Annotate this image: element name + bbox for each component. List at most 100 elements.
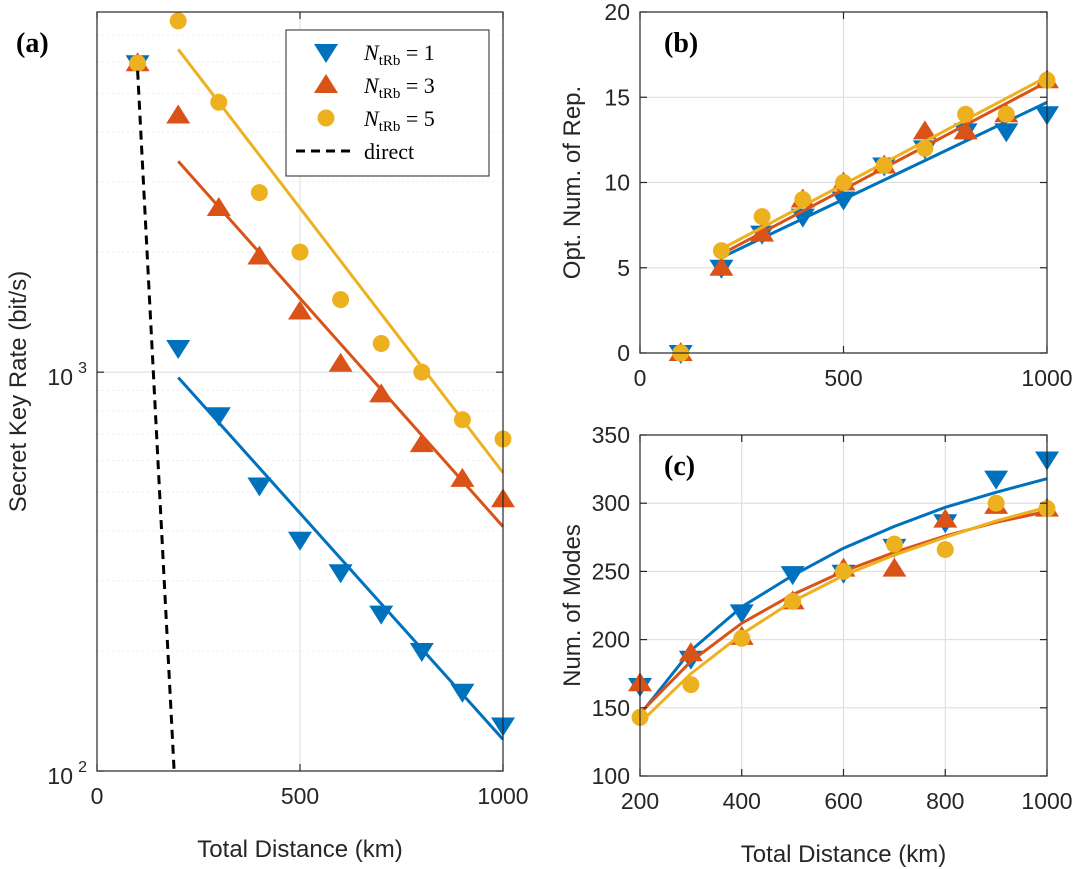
- series-n1: [125, 55, 515, 741]
- legend-subscript: tRb: [379, 86, 401, 102]
- y-tick-label: 100: [592, 763, 630, 789]
- data-point-n3: [678, 642, 703, 662]
- data-point-n3: [166, 104, 191, 124]
- series-n1-line: [177, 376, 505, 741]
- data-point-n5: [250, 184, 268, 202]
- x-tick-label: 1000: [1021, 365, 1072, 391]
- x-axis-label: Total Distance (km): [197, 836, 402, 863]
- panel-b-chart: 0 500 1000 0 5 10 15 20 Opt. Num. of Rep. (b): [559, 0, 1073, 391]
- series-n1-line: [720, 101, 1048, 259]
- series-n5: [672, 71, 1056, 362]
- legend-label-direct: direct: [364, 139, 414, 164]
- y-tick-label: 20: [604, 0, 630, 25]
- data-point-n5: [987, 494, 1005, 512]
- data-point-n3: [247, 245, 272, 265]
- panel-a-chart: 0 500 1000 10 3 10 2 Total Distance (km) Secret …: [5, 11, 529, 863]
- data-point-n5: [997, 105, 1015, 123]
- data-point-n1: [206, 407, 231, 427]
- y-axis-label: Secret Key Rate (bit/s): [5, 271, 32, 512]
- data-point-n1: [994, 123, 1019, 143]
- panel-c-grid: [639, 434, 1048, 777]
- legend-var: N: [363, 73, 380, 98]
- data-point-n5: [129, 54, 147, 72]
- data-point-n3: [450, 467, 475, 487]
- x-tick-label: 0: [91, 783, 104, 809]
- y-tick-label: 10: [47, 364, 73, 390]
- data-point-n3: [750, 222, 775, 242]
- x-tick-label: 500: [824, 365, 862, 391]
- y-axis-label: Num. of Modes: [559, 524, 586, 687]
- legend-swatch-n5: [317, 109, 335, 127]
- data-point-n5: [733, 629, 751, 647]
- data-point-n3: [882, 557, 907, 577]
- x-tick-label: 800: [926, 788, 964, 814]
- data-point-n5: [413, 363, 431, 381]
- x-tick-label: 1000: [1021, 788, 1072, 814]
- y-tick-label: 300: [592, 490, 630, 516]
- data-point-n5: [835, 562, 852, 580]
- series-direct-line: [136, 70, 176, 772]
- data-point-n5: [936, 541, 954, 559]
- legend-swatch-n1: [314, 44, 338, 63]
- legend-label-n1: NtRb = 1: [363, 40, 435, 69]
- legend-label-n5: NtRb = 5: [363, 106, 435, 135]
- data-point-n5: [753, 208, 771, 226]
- series-n3-line: [177, 160, 505, 528]
- data-point-n5: [957, 105, 975, 123]
- data-point-n1: [450, 683, 475, 703]
- panel-label: (b): [664, 28, 698, 59]
- series-n1-line: [638, 477, 1048, 716]
- data-point-n5: [453, 411, 471, 429]
- x-tick-label: 400: [723, 788, 761, 814]
- data-point-n5: [291, 243, 309, 261]
- legend: NtRb = 1 NtRb = 3 NtRb = 5 direct: [285, 29, 490, 177]
- legend-subscript: tRb: [379, 53, 401, 69]
- data-point-n3: [933, 508, 958, 528]
- series-n5-line: [177, 48, 505, 474]
- x-tick-label: 500: [281, 783, 319, 809]
- panel-label: (a): [16, 28, 49, 59]
- series-n5: [129, 12, 512, 474]
- data-point-n1: [409, 642, 434, 662]
- legend-subscript: tRb: [379, 119, 401, 135]
- y-tick-label: 350: [592, 422, 630, 448]
- y-tick-exponent: 3: [78, 360, 87, 377]
- data-point-n5: [916, 139, 934, 157]
- x-tick-label: 600: [824, 788, 862, 814]
- legend-value: = 3: [400, 73, 434, 98]
- data-point-n1: [166, 339, 191, 359]
- series-n1: [668, 101, 1059, 364]
- panel-c-chart: 200 400 600 800 1000 100 150 200 250 300 350 Total …: [559, 422, 1073, 868]
- data-point-n3: [409, 433, 434, 453]
- data-point-n5: [712, 242, 730, 260]
- y-tick-label: 15: [604, 84, 630, 110]
- legend-value: = 1: [400, 40, 434, 65]
- data-point-n5: [682, 676, 700, 694]
- data-point-n5: [784, 592, 802, 610]
- y-tick-label: 10: [47, 763, 73, 789]
- data-point-n5: [835, 174, 852, 191]
- y-tick-label: 5: [617, 255, 630, 281]
- data-point-n5: [885, 535, 903, 553]
- legend-var: N: [363, 106, 380, 131]
- y-tick-label: 200: [592, 627, 630, 653]
- data-point-n1: [780, 566, 805, 586]
- legend-swatch-n3: [314, 74, 338, 93]
- data-point-n3: [953, 120, 978, 140]
- y-axis-label: Opt. Num. of Rep.: [559, 86, 586, 279]
- data-point-n1: [984, 470, 1009, 490]
- legend-label-n3: NtRb = 3: [363, 73, 435, 102]
- data-point-n5: [169, 12, 187, 30]
- data-point-n3: [288, 300, 312, 320]
- y-tick-label: 150: [592, 695, 630, 721]
- x-tick-label: 200: [621, 788, 659, 814]
- data-point-n5: [210, 93, 228, 111]
- x-tick-label: 1000: [477, 783, 528, 809]
- data-point-n1: [247, 477, 272, 497]
- data-point-n1: [369, 605, 394, 625]
- data-point-n3: [328, 352, 353, 372]
- data-point-n1: [288, 531, 312, 551]
- series-n5: [631, 494, 1056, 726]
- data-point-n3: [369, 383, 394, 403]
- data-point-n1: [729, 604, 754, 624]
